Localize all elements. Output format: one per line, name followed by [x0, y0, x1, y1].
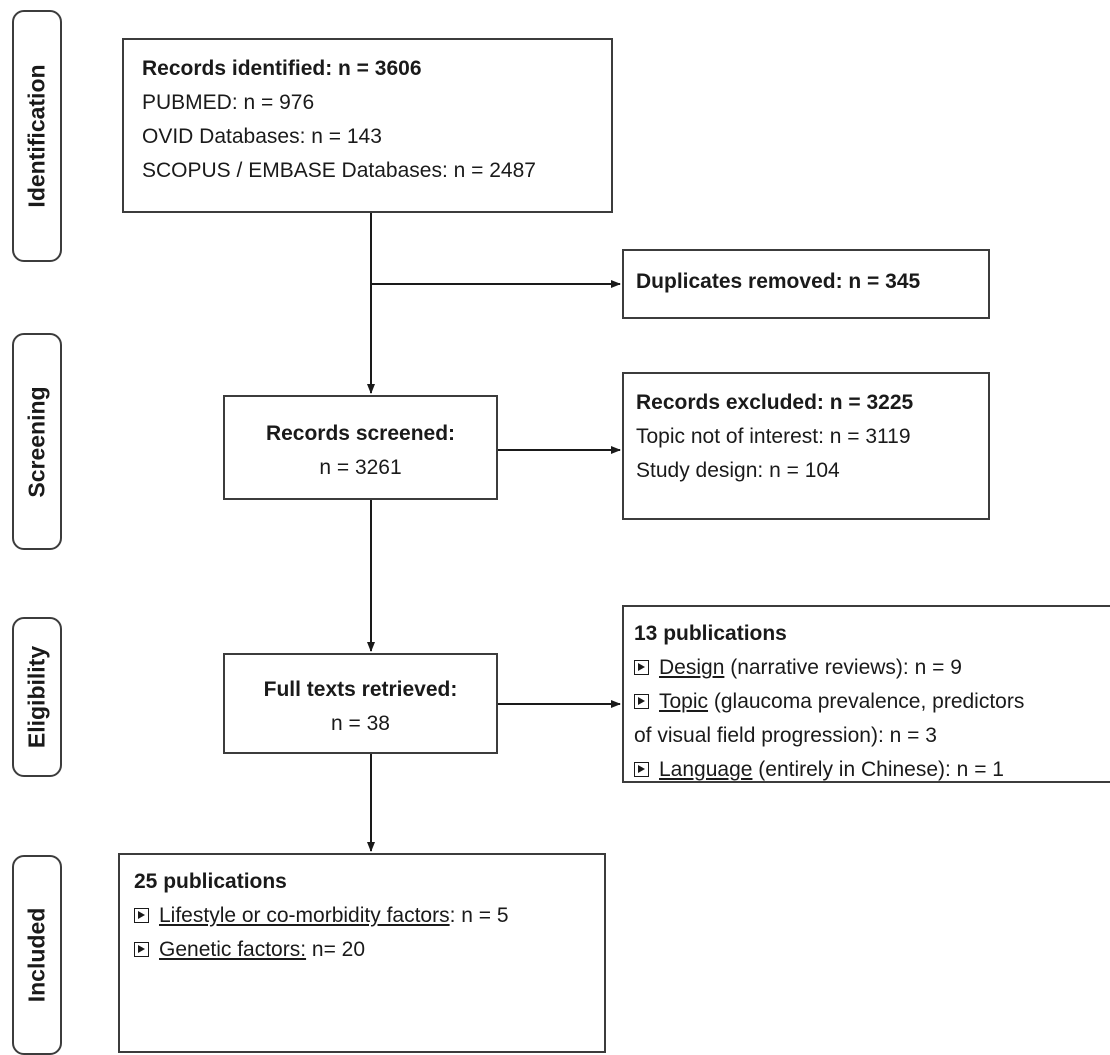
- stage-screening: Screening: [12, 333, 62, 550]
- excluded-design-detail: (narrative reviews): n = 9: [724, 656, 962, 679]
- play-bullet-icon: [634, 694, 649, 709]
- play-bullet-icon: [634, 762, 649, 777]
- included-lifestyle-label: Lifestyle or co-morbidity factors: [159, 904, 450, 927]
- stage-identification: Identification: [12, 10, 62, 262]
- excluded-topic-detail: (glaucoma prevalence, predictors: [708, 690, 1025, 713]
- excluded-design-label: Design: [659, 656, 725, 679]
- play-bullet-icon: [134, 942, 149, 957]
- included-genetic-detail: n= 20: [306, 938, 366, 961]
- records-screened-box: Records screened: n = 3261: [223, 395, 498, 500]
- excluded-design-item: Design (narrative reviews): n = 9: [634, 651, 1110, 685]
- full-texts-title: Full texts retrieved:: [263, 678, 458, 701]
- excluded-topic-count: Topic not of interest: n = 3119: [636, 425, 911, 448]
- stage-included: Included: [12, 855, 62, 1055]
- records-screened-count: n = 3261: [319, 456, 402, 479]
- excluded-language-item: Language (entirely in Chinese): n = 1: [634, 753, 1110, 787]
- stage-eligibility: Eligibility: [12, 617, 62, 777]
- excluded-design-count: Study design: n = 104: [636, 459, 840, 482]
- excluded-publications-title: 13 publications: [634, 622, 787, 645]
- excluded-language-label: Language: [659, 758, 753, 781]
- excluded-publications-box: 13 publications Design (narrative review…: [622, 605, 1110, 783]
- excluded-topic-item: Topic (glaucoma prevalence, predictors: [634, 685, 1110, 719]
- records-identified-title: Records identified: n = 3606: [142, 57, 422, 80]
- full-texts-count: n = 38: [331, 712, 390, 735]
- duplicates-removed-box: Duplicates removed: n = 345: [622, 249, 990, 319]
- included-genetic-item: Genetic factors: n= 20: [134, 933, 604, 967]
- full-texts-box: Full texts retrieved: n = 38: [223, 653, 498, 754]
- ovid-count: OVID Databases: n = 143: [142, 125, 382, 148]
- included-publications-title: 25 publications: [134, 870, 287, 893]
- included-publications-box: 25 publications Lifestyle or co-morbidit…: [118, 853, 606, 1053]
- scopus-embase-count: SCOPUS / EMBASE Databases: n = 2487: [142, 159, 536, 182]
- excluded-language-detail: (entirely in Chinese): n = 1: [752, 758, 1004, 781]
- play-bullet-icon: [134, 908, 149, 923]
- records-excluded-title: Records excluded: n = 3225: [636, 391, 914, 414]
- records-identified-box: Records identified: n = 3606 PUBMED: n =…: [122, 38, 613, 213]
- records-screened-title: Records screened:: [265, 422, 456, 445]
- included-genetic-label: Genetic factors:: [159, 938, 307, 961]
- excluded-topic-continuation: of visual field progression): n = 3: [634, 724, 937, 747]
- play-bullet-icon: [634, 660, 649, 675]
- included-lifestyle-detail: : n = 5: [449, 904, 509, 927]
- records-excluded-box: Records excluded: n = 3225 Topic not of …: [622, 372, 990, 520]
- pubmed-count: PUBMED: n = 976: [142, 91, 315, 114]
- included-lifestyle-item: Lifestyle or co-morbidity factors: n = 5: [134, 899, 604, 933]
- excluded-topic-label: Topic: [659, 690, 709, 713]
- duplicates-removed-title: Duplicates removed: n = 345: [636, 270, 921, 293]
